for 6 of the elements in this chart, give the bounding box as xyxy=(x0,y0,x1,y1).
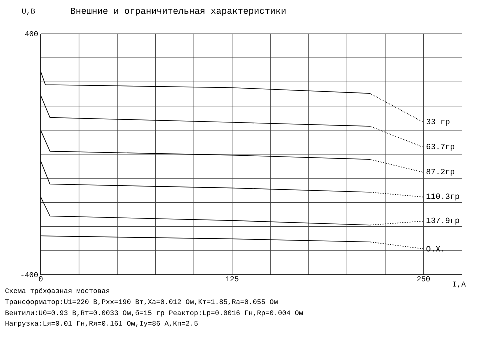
series-label: 33 гр xyxy=(426,119,450,126)
series-label: 63.7гр xyxy=(426,144,455,152)
chart-title: Внешние и ограничительная характеристики xyxy=(71,8,286,16)
series-label: 110.3гр xyxy=(426,194,460,201)
series-label: 87.2гр xyxy=(426,169,455,176)
series-label: 137.9гр xyxy=(426,218,460,225)
